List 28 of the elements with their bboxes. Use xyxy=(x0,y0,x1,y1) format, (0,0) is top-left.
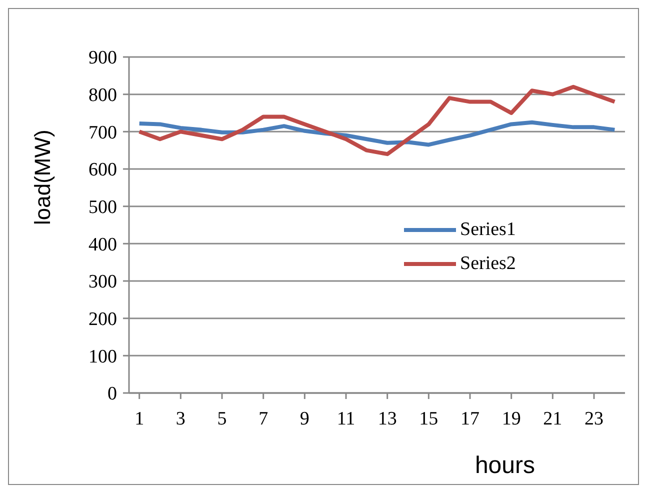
legend-label: Series1 xyxy=(460,219,516,241)
y-tick-label: 300 xyxy=(88,272,117,293)
y-tick-label: 400 xyxy=(88,234,117,256)
y-tick-label: 900 xyxy=(88,48,117,69)
y-tick-label: 0 xyxy=(108,384,117,405)
line-series xyxy=(137,84,617,156)
y-tick-label: 100 xyxy=(88,346,117,368)
x-tick-label: 3 xyxy=(176,408,186,430)
legend-label: Series2 xyxy=(460,253,516,275)
x-axis-title: hours xyxy=(474,452,535,479)
y-tick-label: 200 xyxy=(88,309,117,330)
y-tick-label: 800 xyxy=(88,85,117,106)
y-axis-title: load(MW) xyxy=(30,130,55,225)
x-tick-label: 23 xyxy=(584,408,604,430)
line-series xyxy=(137,120,617,147)
y-tick-label: 500 xyxy=(88,197,117,218)
x-tick-label: 13 xyxy=(378,408,397,430)
y-tick-label: 600 xyxy=(88,160,117,181)
x-tick-label: 19 xyxy=(502,408,521,430)
x-tick-label: 21 xyxy=(543,408,562,430)
x-tick-label: 15 xyxy=(419,408,438,430)
x-tick-label: 11 xyxy=(336,408,356,430)
x-tick-label: 17 xyxy=(460,408,480,430)
y-tick-label: 700 xyxy=(88,122,117,144)
x-tick-label: 5 xyxy=(217,408,227,430)
x-tick-label: 1 xyxy=(134,408,144,430)
x-tick-label: 9 xyxy=(300,408,310,430)
x-tick-label: 7 xyxy=(258,408,268,430)
